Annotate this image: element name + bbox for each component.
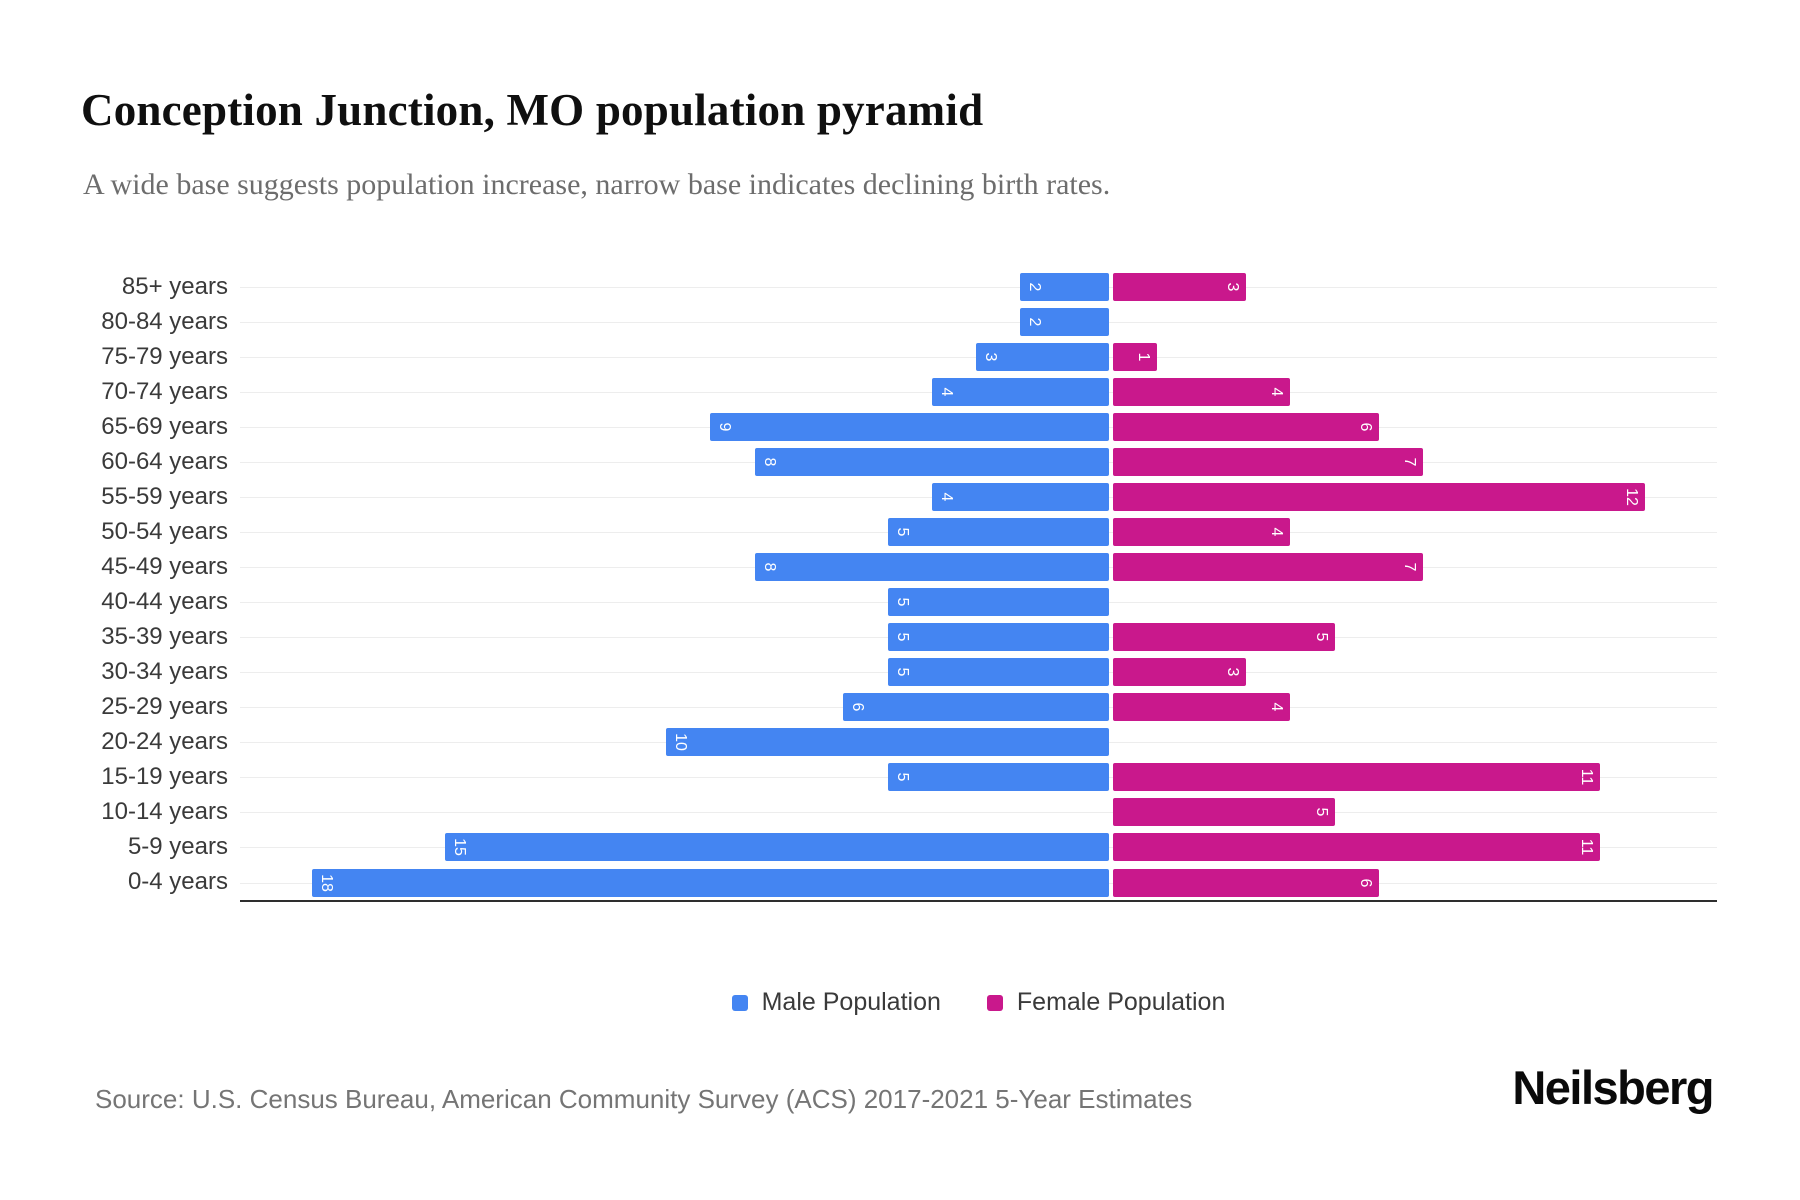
female-population-bar[interactable]: 12 (1113, 482, 1645, 511)
y-axis-label: 15-19 years (101, 763, 228, 791)
male-population-bar[interactable]: 5 (887, 658, 1109, 687)
male-bar-value-label: 5 (893, 632, 911, 642)
gridline (240, 321, 1717, 323)
male-population-bar[interactable]: 5 (887, 517, 1109, 546)
female-bar-value-label: 11 (1578, 839, 1596, 856)
gridline (240, 812, 1717, 814)
male-population-bar[interactable]: 4 (931, 482, 1109, 511)
female-bar-value-label: 4 (1268, 527, 1286, 537)
male-bar-value-label: 15 (450, 838, 468, 857)
female-bar-value-label: 7 (1401, 562, 1419, 572)
legend-item-female[interactable]: Female Population (986, 988, 1226, 1017)
y-axis-label: 20-24 years (101, 728, 228, 756)
female-bar-value-label: 3 (1223, 667, 1241, 677)
female-bar-value-label: 7 (1401, 457, 1419, 467)
male-bar-value-label: 5 (893, 527, 911, 537)
y-axis-label: 0-4 years (127, 868, 228, 896)
male-bar-value-label: 4 (937, 492, 955, 502)
male-bar-value-label: 18 (317, 873, 335, 892)
y-axis-label: 70-74 years (101, 377, 228, 405)
female-legend-swatch (986, 994, 1003, 1011)
y-axis-label: 25-29 years (101, 693, 228, 721)
female-population-bar[interactable]: 5 (1113, 798, 1335, 827)
y-axis-label: 35-39 years (101, 622, 228, 650)
male-bar-value-label: 5 (893, 772, 911, 782)
female-population-bar[interactable]: 3 (1113, 658, 1246, 687)
male-population-bar[interactable]: 8 (754, 553, 1109, 581)
female-bar-value-label: 5 (1312, 807, 1330, 817)
y-axis-label: 10-14 years (101, 798, 228, 826)
male-population-bar[interactable]: 9 (710, 412, 1109, 441)
y-axis-label: 65-69 years (101, 412, 228, 440)
female-population-bar[interactable]: 5 (1113, 623, 1335, 652)
female-bar-value-label: 4 (1268, 387, 1286, 397)
female-legend-label: Female Population (1016, 988, 1226, 1016)
male-population-bar[interactable]: 18 (311, 868, 1109, 897)
female-population-bar[interactable]: 3 (1113, 272, 1246, 301)
female-bar-value-label: 5 (1312, 632, 1330, 642)
y-axis-label: 40-44 years (101, 587, 228, 615)
y-axis-label: 45-49 years (101, 552, 228, 580)
male-bar-value-label: 5 (893, 667, 911, 677)
female-population-bar[interactable]: 11 (1113, 833, 1601, 862)
male-population-bar[interactable]: 5 (887, 588, 1109, 617)
male-bar-value-label: 8 (760, 457, 778, 467)
male-population-bar[interactable]: 2 (1020, 272, 1109, 301)
y-axis-label: 80-84 years (101, 307, 228, 335)
male-population-bar[interactable]: 4 (931, 377, 1109, 406)
male-bar-value-label: 2 (1026, 317, 1044, 327)
male-bar-value-label: 5 (893, 597, 911, 607)
source-attribution: Source: U.S. Census Bureau, American Com… (95, 1084, 1193, 1114)
female-bar-value-label: 6 (1356, 878, 1374, 887)
female-population-bar[interactable]: 11 (1113, 763, 1601, 792)
male-bar-value-label: 9 (716, 422, 734, 432)
chart-legend: Male Population Female Population (240, 988, 1717, 1017)
female-population-bar[interactable]: 7 (1113, 447, 1424, 476)
chart-subtitle: A wide base suggests population increase… (83, 168, 1111, 201)
female-bar-value-label: 4 (1268, 702, 1286, 712)
y-axis-label: 75-79 years (101, 342, 228, 370)
female-population-bar[interactable]: 4 (1113, 377, 1291, 406)
y-axis-label: 55-59 years (101, 482, 228, 510)
male-bar-value-label: 3 (982, 352, 1000, 362)
male-population-bar[interactable]: 3 (976, 342, 1109, 371)
female-population-bar[interactable]: 6 (1113, 412, 1379, 441)
female-bar-value-label: 6 (1356, 422, 1374, 432)
chart-title: Conception Junction, MO population pyram… (81, 85, 984, 136)
male-bar-value-label: 8 (760, 562, 778, 572)
y-axis-label: 60-64 years (101, 447, 228, 475)
female-bar-value-label: 12 (1622, 487, 1640, 506)
female-bar-value-label: 11 (1578, 769, 1596, 786)
male-bar-value-label: 4 (937, 387, 955, 397)
y-axis-label: 85+ years (121, 272, 228, 300)
female-population-bar[interactable]: 4 (1113, 517, 1291, 546)
male-legend-swatch (731, 994, 748, 1011)
female-population-bar[interactable]: 4 (1113, 693, 1291, 722)
y-axis-labels: 85+ years 80-84 years 75-79 years 70-74 yea… (0, 269, 228, 900)
gridline (240, 286, 1717, 288)
female-bar-value-label: 3 (1223, 282, 1241, 291)
male-population-bar[interactable]: 2 (1020, 307, 1109, 336)
plot-area: 2 3 2 3 1 4 4 9 6 8 7 4 12 5 4 8 7 5 5 5 5 3 6 4 10 5 11 5 15 11 18 6 (240, 269, 1717, 902)
y-axis-label: 50-54 years (101, 517, 228, 545)
male-bar-value-label: 6 (849, 702, 867, 712)
female-population-bar[interactable]: 6 (1113, 868, 1379, 897)
male-population-bar[interactable]: 5 (887, 623, 1109, 652)
y-axis-label: 5-9 years (127, 833, 228, 861)
female-population-bar[interactable]: 7 (1113, 553, 1424, 581)
female-population-bar[interactable]: 1 (1113, 342, 1158, 371)
male-population-bar[interactable]: 5 (887, 763, 1109, 792)
y-axis-label: 30-34 years (101, 658, 228, 686)
male-population-bar[interactable]: 10 (666, 728, 1109, 757)
male-population-bar[interactable]: 6 (843, 693, 1109, 722)
female-bar-value-label: 1 (1135, 352, 1153, 362)
male-population-bar[interactable]: 8 (754, 447, 1109, 476)
male-bar-value-label: 10 (672, 733, 689, 752)
male-bar-value-label: 2 (1026, 282, 1044, 291)
male-population-bar[interactable]: 15 (444, 833, 1109, 862)
male-legend-label: Male Population (761, 988, 941, 1016)
legend-item-male[interactable]: Male Population (731, 988, 941, 1017)
neilsberg-logo: Neilsberg (1512, 1061, 1714, 1114)
